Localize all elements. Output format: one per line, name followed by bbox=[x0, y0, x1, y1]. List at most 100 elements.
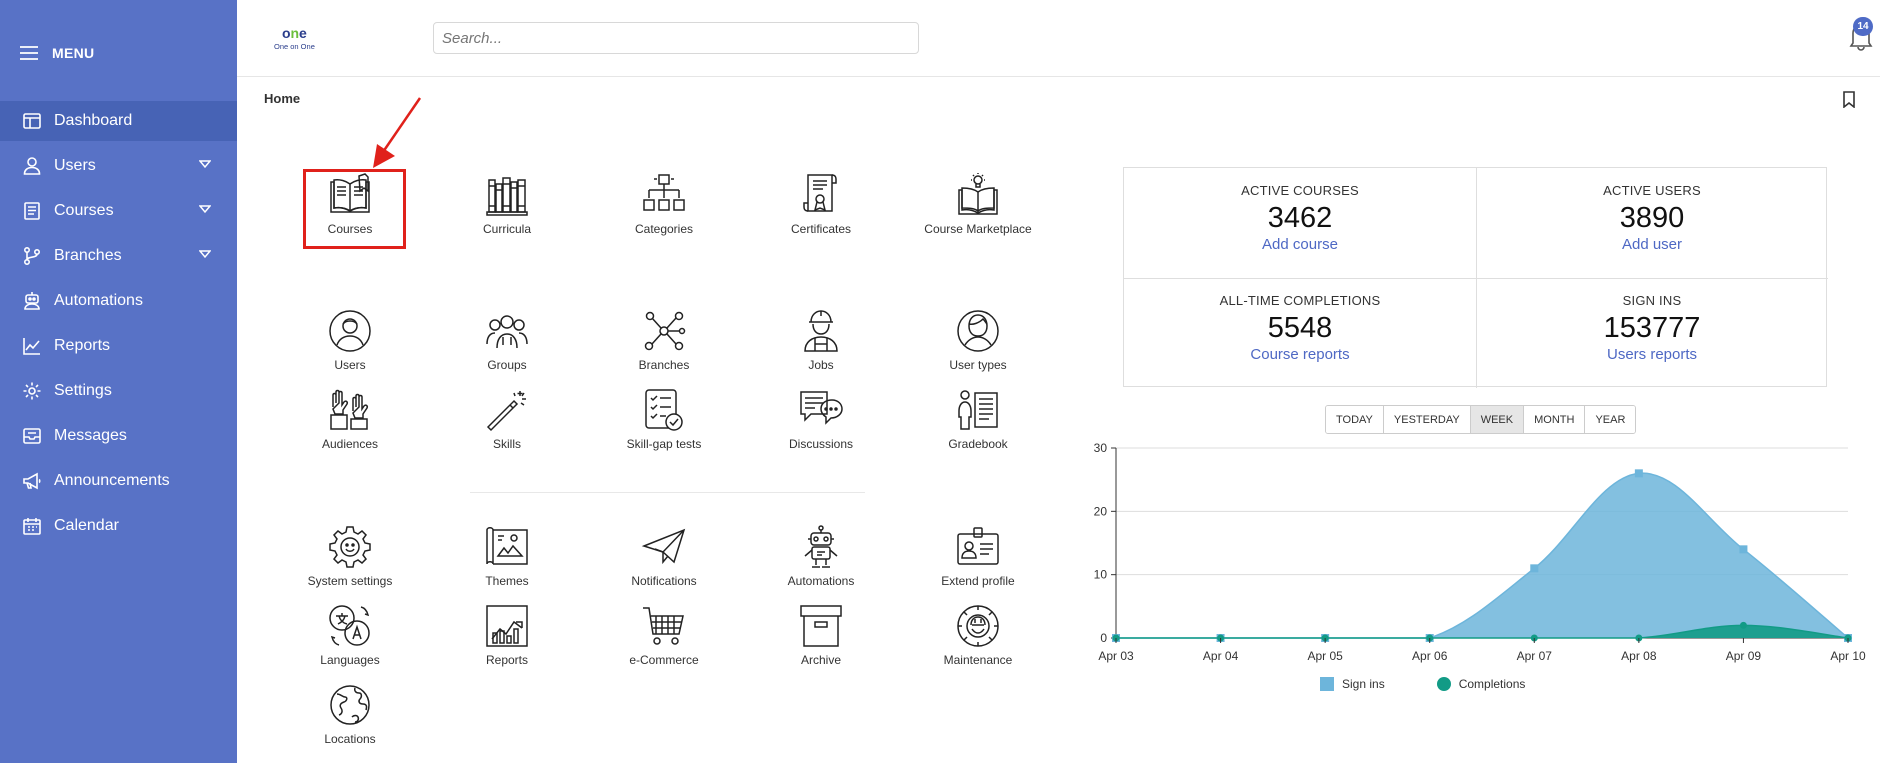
x-tick-label: Apr 09 bbox=[1726, 649, 1762, 663]
y-tick-label: 0 bbox=[1100, 631, 1107, 645]
tile-gradebook[interactable]: Gradebook bbox=[903, 387, 1053, 477]
legend-label: Completions bbox=[1458, 677, 1526, 691]
tile-extend-profile[interactable]: Extend profile bbox=[903, 524, 1053, 614]
period-month-button[interactable]: MONTH bbox=[1524, 406, 1586, 433]
users-reports-link[interactable]: Users reports bbox=[1606, 346, 1698, 363]
bookmark-icon[interactable] bbox=[1842, 91, 1856, 108]
x-tick-label: Apr 08 bbox=[1621, 649, 1657, 663]
tile-label: Languages bbox=[320, 653, 380, 667]
tile-themes[interactable]: Themes bbox=[432, 524, 582, 614]
worker-icon bbox=[804, 310, 838, 352]
legend-swatch bbox=[1436, 677, 1451, 691]
stat-value: 3462 bbox=[1267, 202, 1333, 234]
x-tick-label: Apr 05 bbox=[1307, 649, 1343, 663]
search-input[interactable] bbox=[433, 22, 919, 54]
sidebar: MENU Dashboard Users Courses Branches Au… bbox=[0, 0, 237, 763]
period-week-button[interactable]: WEEK bbox=[1470, 406, 1525, 433]
sidebar-item-users[interactable]: Users bbox=[0, 146, 237, 186]
company-logo[interactable]: o n e One on One bbox=[272, 24, 332, 54]
tile-groups[interactable]: Groups bbox=[432, 308, 582, 398]
x-tick-label: Apr 03 bbox=[1098, 649, 1134, 663]
sidebar-item-calendar[interactable]: Calendar bbox=[0, 506, 237, 546]
svg-text:e: e bbox=[299, 25, 307, 41]
tile-user-types[interactable]: User types bbox=[903, 308, 1053, 398]
sidebar-item-announcements[interactable]: Announcements bbox=[0, 461, 237, 501]
maintenance-icon bbox=[957, 605, 999, 647]
chart-icon bbox=[20, 334, 44, 358]
add-user-link[interactable]: Add user bbox=[1621, 236, 1683, 253]
paper-plane-icon bbox=[641, 528, 686, 565]
tile-automations[interactable]: Automations bbox=[746, 524, 896, 614]
tile-jobs[interactable]: Jobs bbox=[746, 308, 896, 398]
tile-users[interactable]: Users bbox=[275, 308, 425, 398]
stat-title: ALL-TIME COMPLETIONS bbox=[1219, 293, 1381, 308]
tile-categories[interactable]: Categories bbox=[589, 172, 739, 262]
user-icon bbox=[20, 154, 44, 178]
robot-icon bbox=[20, 289, 44, 313]
gear-icon bbox=[20, 379, 44, 403]
tile-languages[interactable]: Languages bbox=[275, 603, 425, 693]
divider bbox=[1124, 278, 1828, 279]
period-yesterday-button[interactable]: YESTERDAY bbox=[1383, 406, 1471, 433]
period-year-button[interactable]: YEAR bbox=[1585, 406, 1636, 433]
tile-label: Archive bbox=[800, 653, 841, 667]
tile-label: Gradebook bbox=[948, 437, 1008, 451]
tile-label: Groups bbox=[487, 358, 527, 372]
tile-maintenance[interactable]: Maintenance bbox=[903, 603, 1053, 693]
sidebar-item-courses[interactable]: Courses bbox=[0, 191, 237, 231]
tile-discussions[interactable]: Discussions bbox=[746, 387, 896, 477]
raised-hands-icon bbox=[330, 389, 368, 430]
sidebar-item-label: Messages bbox=[54, 427, 127, 444]
period-today-button[interactable]: TODAY bbox=[1326, 406, 1384, 433]
x-tick-label: Apr 10 bbox=[1830, 649, 1866, 663]
stat-active-courses: ACTIVE COURSES 3462 Add course bbox=[1124, 168, 1476, 278]
tile-audiences[interactable]: Audiences bbox=[275, 387, 425, 477]
tile-branches[interactable]: Branches bbox=[589, 308, 739, 398]
calendar-icon bbox=[20, 514, 44, 538]
tile-e-commerce[interactable]: e-Commerce bbox=[589, 603, 739, 693]
tile-locations[interactable]: Locations bbox=[275, 682, 425, 772]
legend-item-sign-ins[interactable]: Sign ins bbox=[1320, 677, 1385, 691]
tile-course-marketplace[interactable]: Course Marketplace bbox=[903, 172, 1053, 262]
group-icon bbox=[486, 315, 528, 349]
stat-active-users: ACTIVE USERS 3890 Add user bbox=[1476, 168, 1828, 278]
megaphone-icon bbox=[20, 469, 44, 493]
tile-system-settings[interactable]: System settings bbox=[275, 524, 425, 614]
data-point-sign-ins bbox=[1634, 469, 1643, 478]
tile-skills[interactable]: Skills bbox=[432, 387, 582, 477]
tile-label: Automations bbox=[787, 574, 855, 588]
sidebar-item-messages[interactable]: Messages bbox=[0, 416, 237, 456]
add-course-link[interactable]: Add course bbox=[1262, 236, 1338, 253]
tile-curricula[interactable]: Curricula bbox=[432, 172, 582, 262]
x-tick-label: Apr 07 bbox=[1517, 649, 1553, 663]
tile-label: Themes bbox=[485, 574, 529, 588]
robot-icon bbox=[804, 525, 838, 568]
tile-notifications[interactable]: Notifications bbox=[589, 524, 739, 614]
tile-courses[interactable]: Courses bbox=[275, 172, 425, 262]
chevron-down-icon bbox=[199, 250, 211, 259]
tile-archive[interactable]: Archive bbox=[746, 603, 896, 693]
sidebar-item-dashboard[interactable]: Dashboard bbox=[0, 101, 237, 141]
tile-reports[interactable]: Reports bbox=[432, 603, 582, 693]
tile-label: Discussions bbox=[788, 437, 854, 451]
tile-label: Reports bbox=[485, 653, 529, 667]
svg-text:One on One: One on One bbox=[274, 42, 315, 51]
sidebar-item-settings[interactable]: Settings bbox=[0, 371, 237, 411]
tile-skill-gap-tests[interactable]: Skill-gap tests bbox=[589, 387, 739, 477]
sidebar-item-automations[interactable]: Automations bbox=[0, 281, 237, 321]
breadcrumb: Home bbox=[264, 91, 301, 106]
sidebar-item-reports[interactable]: Reports bbox=[0, 326, 237, 366]
tile-certificates[interactable]: Certificates bbox=[746, 172, 896, 262]
bookshelf-icon bbox=[486, 177, 528, 216]
course-reports-link[interactable]: Course reports bbox=[1250, 346, 1350, 363]
magic-wand-icon bbox=[486, 391, 526, 432]
hierarchy-icon bbox=[643, 174, 685, 211]
branch-icon bbox=[20, 244, 44, 268]
menu-toggle[interactable]: MENU bbox=[20, 42, 94, 64]
x-tick-label: Apr 04 bbox=[1203, 649, 1239, 663]
series-line-completions bbox=[1116, 624, 1849, 639]
sidebar-item-branches[interactable]: Branches bbox=[0, 236, 237, 276]
legend-item-completions[interactable]: Completions bbox=[1436, 677, 1526, 691]
report-chart-icon bbox=[486, 605, 528, 647]
open-book-icon bbox=[330, 173, 370, 213]
